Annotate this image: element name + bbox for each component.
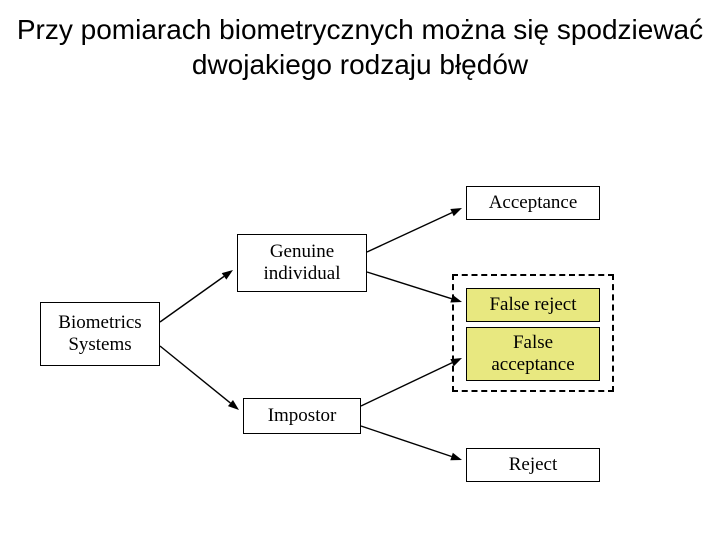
node-biometrics-systems: Biometrics Systems [40, 302, 160, 366]
node-label: False acceptance [491, 332, 574, 376]
node-reject: Reject [466, 448, 600, 482]
node-genuine-individual: Genuine individual [237, 234, 367, 292]
node-label: Genuine individual [263, 241, 340, 285]
node-false-acceptance: False acceptance [466, 327, 600, 381]
node-label: Acceptance [489, 192, 578, 214]
diagram-canvas: Przy pomiarach biometrycznych można się … [0, 0, 720, 540]
node-impostor: Impostor [243, 398, 361, 434]
page-title: Przy pomiarach biometrycznych można się … [0, 12, 720, 82]
node-label: Reject [509, 454, 558, 476]
node-label: Impostor [268, 405, 337, 427]
node-false-reject: False reject [466, 288, 600, 322]
node-label: Biometrics Systems [58, 312, 141, 356]
node-label: False reject [489, 294, 576, 316]
node-acceptance: Acceptance [466, 186, 600, 220]
